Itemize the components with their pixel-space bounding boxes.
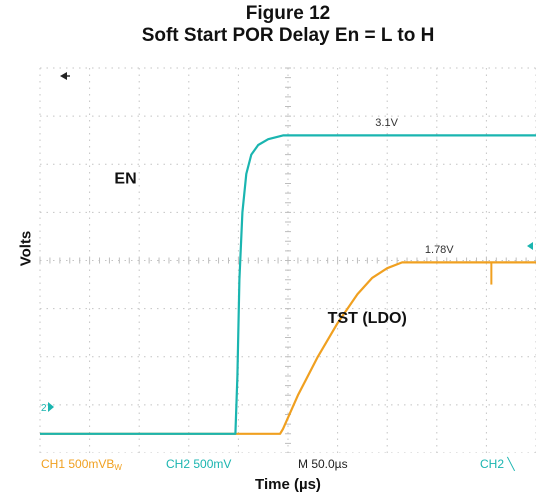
x-axis-label: Time (µs) <box>255 476 321 493</box>
trigger-position-arrow-icon <box>60 72 67 80</box>
trigger-level-arrow-icon <box>527 242 533 250</box>
status-timebase: M 50.0µs <box>298 457 348 471</box>
status-ch2: CH2 500mV <box>166 457 231 471</box>
annotation-tst-ldo: TST (LDO) <box>328 310 407 327</box>
chart-title: Figure 12 <box>245 3 331 24</box>
ground-marker: 2 <box>41 403 47 414</box>
series-tst-ldo-line <box>40 261 536 435</box>
annotation-1-78v: 1.78V <box>425 244 454 256</box>
status-bar <box>40 453 536 475</box>
annotation-3-1v: 3.1V <box>375 117 398 129</box>
series-en-line <box>40 134 536 435</box>
annotations: EN TST (LDO) 3.1V 1.78V <box>114 117 454 327</box>
traces <box>40 134 536 435</box>
status-ch1: CH1 500mVBW <box>41 457 122 472</box>
ground-marker-arrow-icon <box>48 402 54 412</box>
chart-subtitle: Soft Start POR Delay En = L to H <box>141 25 435 46</box>
annotation-en: EN <box>114 171 136 188</box>
status-trigger: CH2 ╲ <box>480 456 515 471</box>
